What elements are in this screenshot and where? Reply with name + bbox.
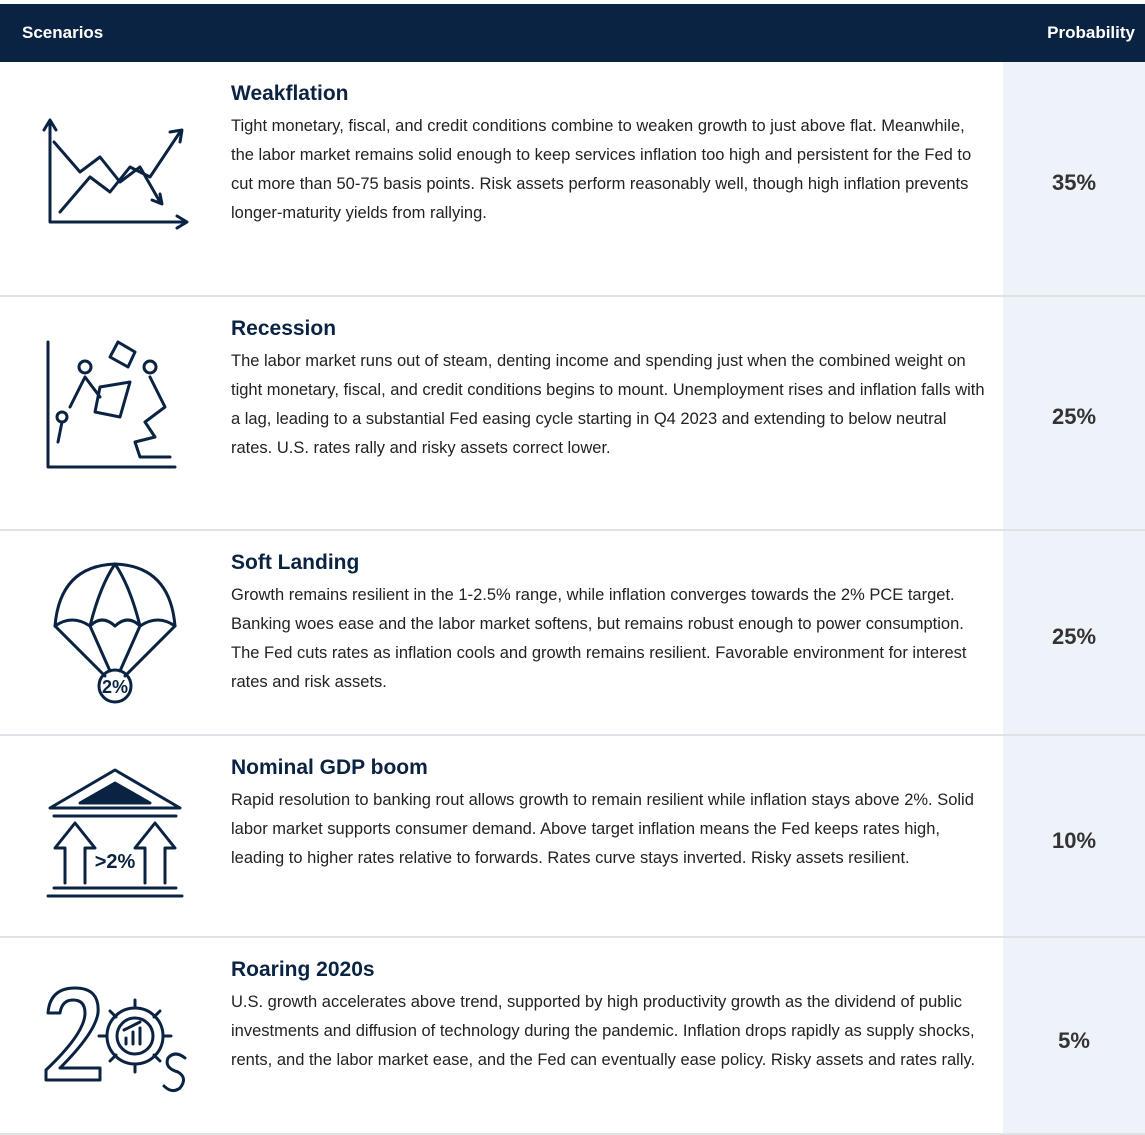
probability-column	[1003, 62, 1145, 1135]
icon-soft-landing: 2%	[53, 562, 177, 704]
probability: 10%	[1051, 828, 1097, 853]
scenario-description: Tight monetary, fiscal, and credit condi…	[231, 117, 972, 222]
probability: 5%	[1058, 1028, 1090, 1053]
scenario-title: Recession	[231, 317, 337, 340]
probability: 25%	[1051, 624, 1097, 649]
scenario-description: U.S. growth accelerates above trend, sup…	[231, 993, 976, 1069]
scenario-title: Roaring 2020s	[231, 958, 375, 981]
row: Weakflation Tight monetary, fiscal, and …	[0, 62, 1145, 297]
scenario-description: The labor market runs out of steam, dent…	[231, 352, 985, 457]
row: 2% Soft Landing Growth remains resilient…	[0, 531, 1145, 736]
probability: 25%	[1051, 404, 1097, 429]
scenario-title: Nominal GDP boom	[231, 756, 428, 779]
row: >2% Nominal GDP boom Rapid resolution to…	[0, 736, 1145, 938]
scenario-title: Soft Landing	[231, 551, 360, 574]
probability: 35%	[1051, 170, 1097, 195]
icon-gdp-boom: >2%	[46, 768, 184, 898]
svg-text:>2%: >2%	[95, 851, 136, 873]
icon-recession	[46, 340, 177, 469]
row: Recession The labor market runs out of s…	[0, 297, 1145, 531]
scenario-description: Growth remains resilient in the 1-2.5% r…	[231, 586, 967, 691]
table-header: Scenarios Probability	[0, 4, 1145, 62]
scenario-title: Weakflation	[231, 82, 349, 105]
header-scenarios: Scenarios	[22, 23, 104, 42]
icon-roaring-2020s	[44, 986, 187, 1093]
icon-weakflation	[42, 118, 189, 230]
scenario-description: Rapid resolution to banking rout allows …	[231, 791, 974, 867]
header-probability: Probability	[1047, 23, 1135, 42]
row: Roaring 2020s U.S. growth accelerates ab…	[0, 938, 1145, 1135]
svg-text:2%: 2%	[102, 677, 128, 697]
